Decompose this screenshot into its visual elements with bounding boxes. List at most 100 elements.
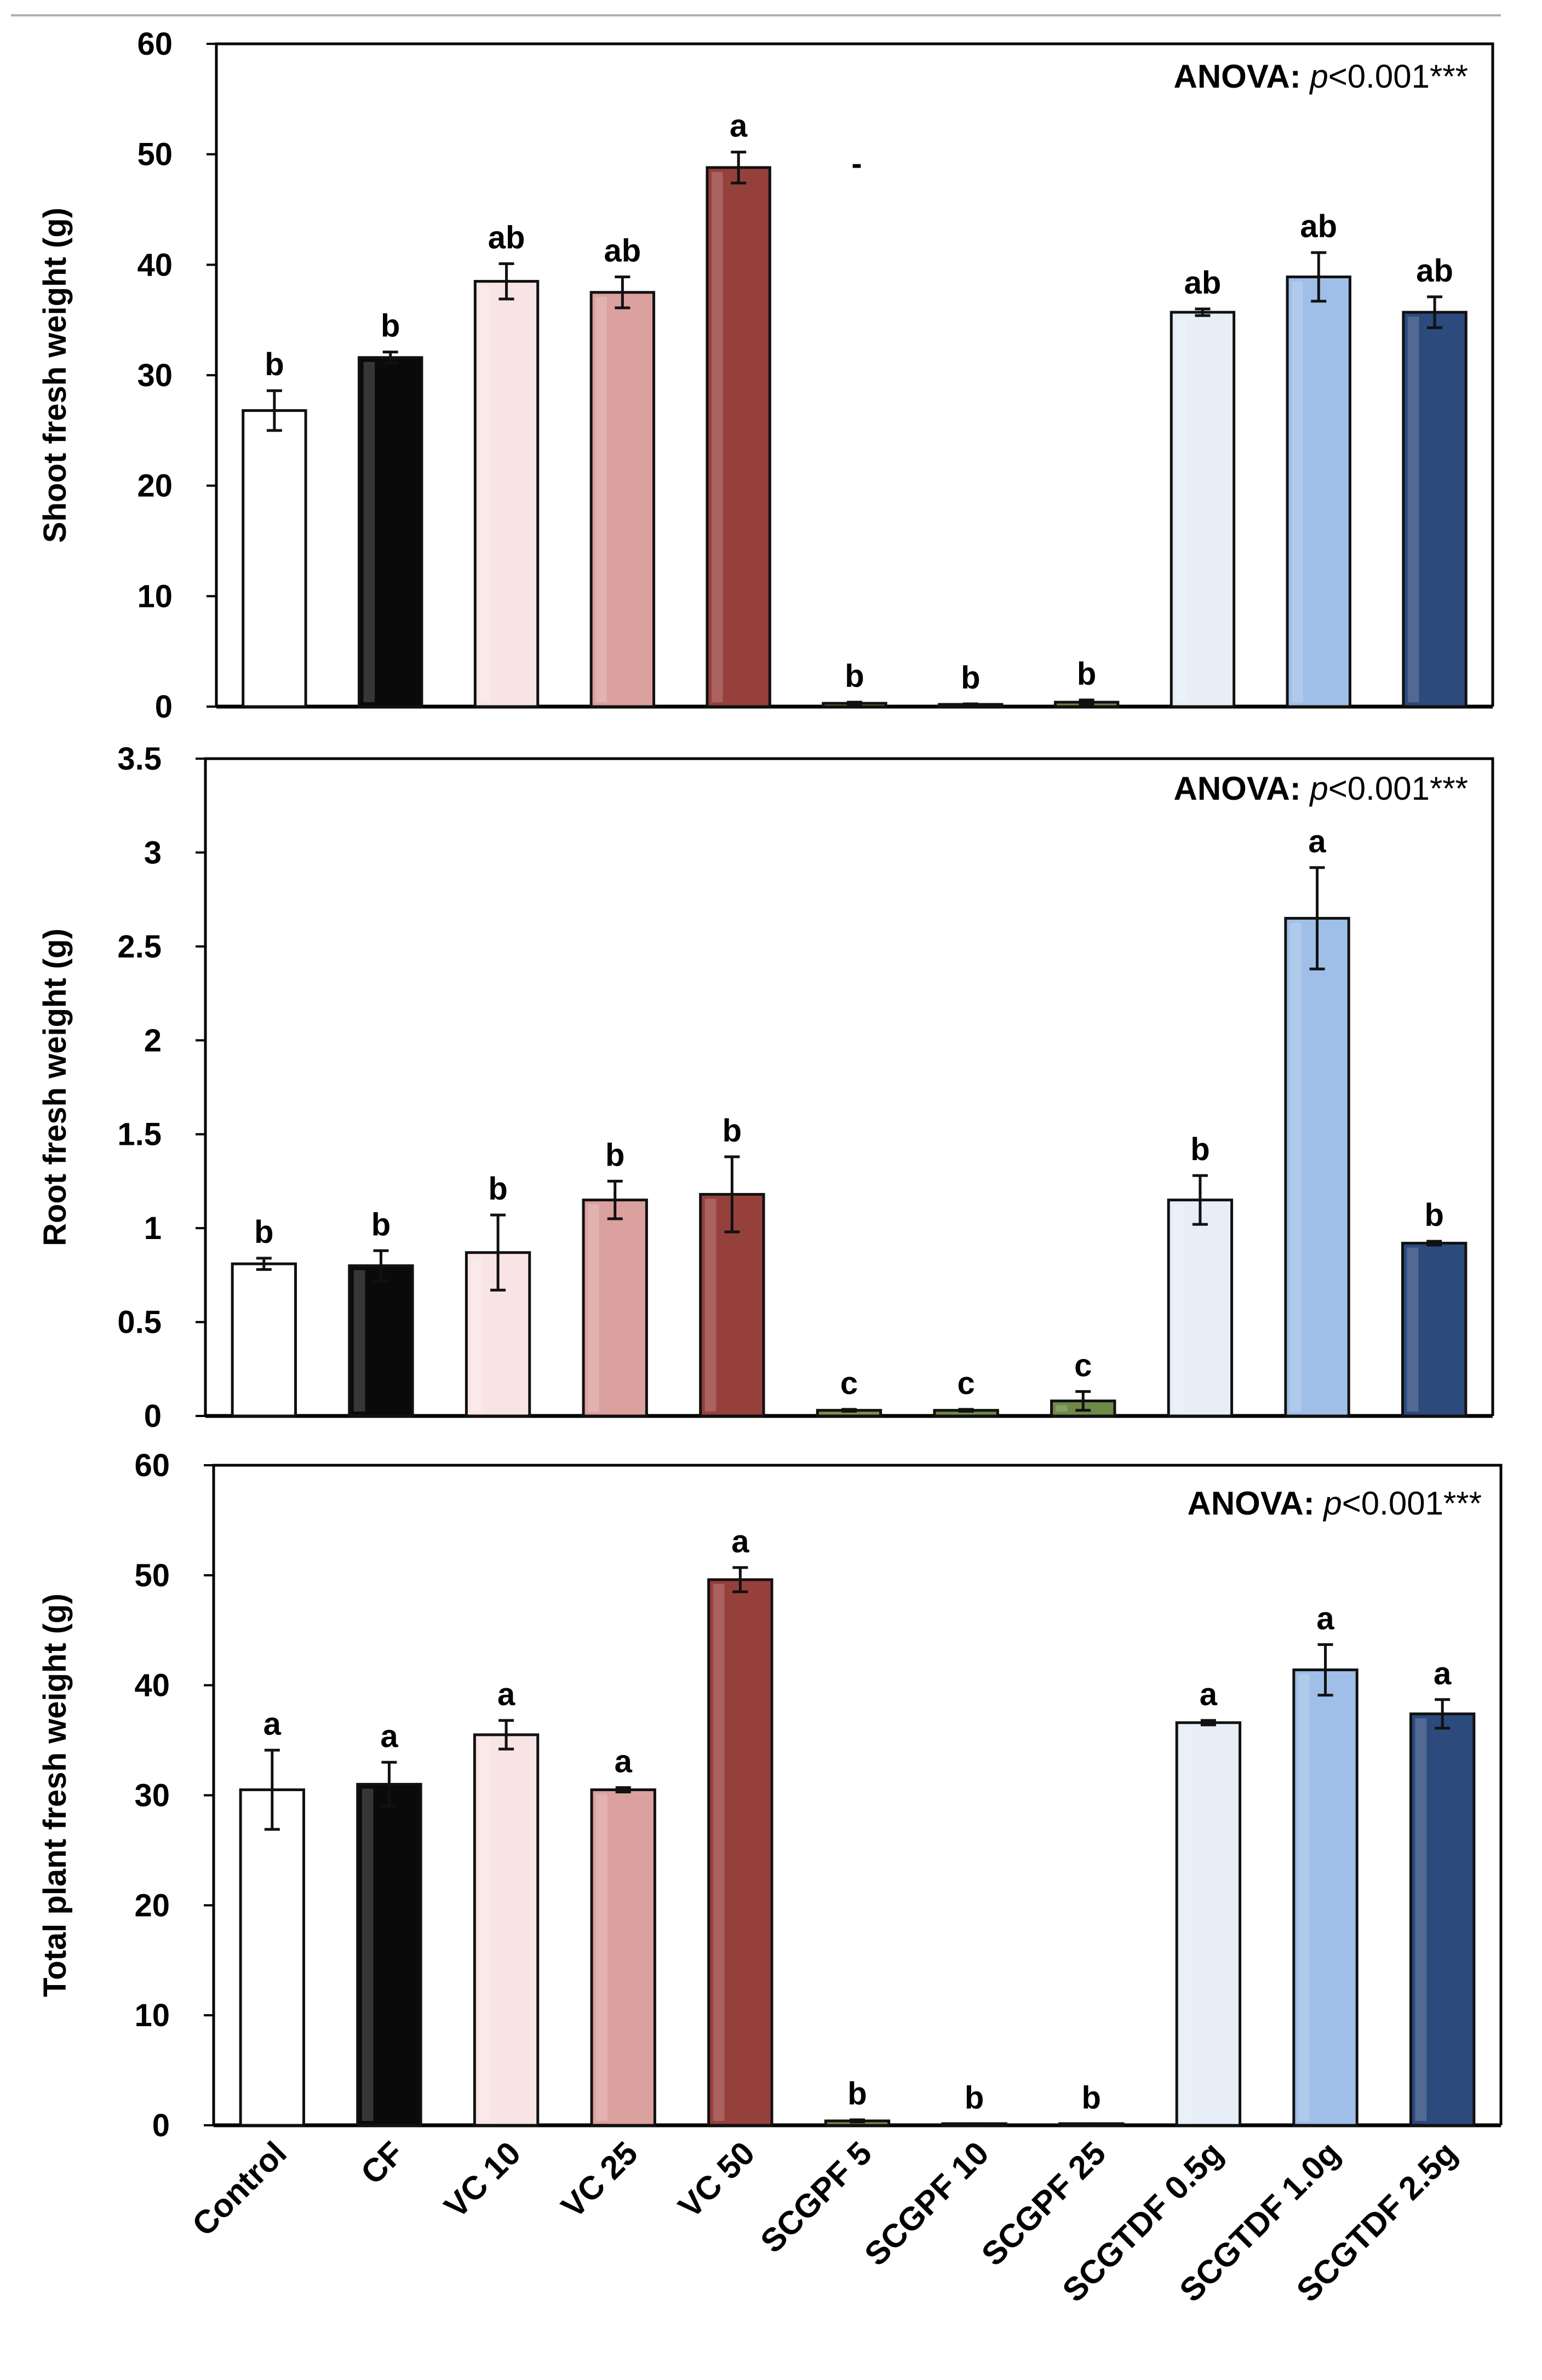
y-tick-label: 60 xyxy=(134,1448,170,1483)
bar-highlight xyxy=(1056,1405,1068,1412)
bar-highlight xyxy=(1181,1727,1193,2121)
error-bar xyxy=(841,1408,857,1413)
significance-letter: b xyxy=(723,1113,742,1149)
bar-vc-25 xyxy=(589,291,656,708)
significance-letter: c xyxy=(1074,1347,1092,1383)
y-tick-label: 50 xyxy=(134,1558,170,1593)
bar-scgtdf-1-0g xyxy=(1284,916,1350,1418)
significance-letter: a xyxy=(1200,1677,1218,1712)
bar-vc-50 xyxy=(707,1578,773,2127)
significance-letter: b xyxy=(254,1214,273,1250)
chart-panel-2: 0 0.5 1 1.5 2 2.5 3 3.5 Root fresh weight (g) ANO… xyxy=(37,741,1494,1434)
significance-letter: b xyxy=(965,2080,984,2116)
significance-letter: b xyxy=(1082,2080,1101,2116)
significance-letter: b xyxy=(371,1207,391,1242)
bar-scgtdf-0-5g xyxy=(1170,311,1236,708)
error-bar xyxy=(724,1155,740,1234)
bar-highlight xyxy=(595,296,607,702)
bar-vc-25 xyxy=(590,1788,656,2127)
x-category-label: VC 10 xyxy=(437,2135,528,2225)
significance-letter: b xyxy=(381,308,400,344)
significance-letter: ab xyxy=(604,233,641,269)
error-bar xyxy=(847,701,862,706)
error-bar xyxy=(966,2123,982,2126)
y-tick-label: 10 xyxy=(137,578,173,614)
significance-letter: a xyxy=(731,1524,749,1559)
significance-letter: b xyxy=(488,1171,507,1207)
error-bar xyxy=(1084,2123,1099,2126)
significance-letter: ab xyxy=(1184,265,1222,301)
significance-letter: ab xyxy=(1416,253,1453,289)
chart-panel-1: 0 10 20 30 40 50 60 Shoot fresh weight (g) ANOVA… xyxy=(37,26,1494,725)
error-bar xyxy=(962,702,978,707)
plot-frame xyxy=(204,757,1494,1416)
error-bar xyxy=(732,1566,748,1593)
bar-highlight xyxy=(479,1739,491,2121)
bar-highlight xyxy=(588,1204,599,1412)
y-axis-label: Shoot fresh weight (g) xyxy=(37,208,73,543)
significance-letter: a xyxy=(497,1677,515,1712)
bar-control xyxy=(231,1262,297,1418)
error-bar xyxy=(1426,1240,1442,1247)
y-tick-label: 2 xyxy=(144,1023,162,1058)
y-tick-label: 40 xyxy=(137,247,173,283)
x-category-label: CF xyxy=(354,2135,411,2192)
bar-scgtdf-1-0g xyxy=(1292,1668,1358,2127)
error-bar xyxy=(1311,251,1327,303)
significance-letter: b xyxy=(1424,1197,1443,1233)
error-bar xyxy=(498,262,514,301)
bar-highlight xyxy=(1173,1204,1184,1412)
bar-highlight xyxy=(1292,281,1303,702)
significance-letter: c xyxy=(840,1366,858,1401)
significance-letter: a xyxy=(263,1706,282,1742)
y-tick-label: 10 xyxy=(134,1998,170,2033)
y-tick-label: 20 xyxy=(134,1888,170,1923)
error-bar xyxy=(615,276,630,309)
error-bar xyxy=(1317,1643,1333,1697)
error-bar xyxy=(607,1179,623,1220)
bar-scgtdf-0-5g xyxy=(1175,1721,1242,2127)
significance-letter: a xyxy=(730,108,748,144)
y-axis-label: Total plant fresh weight (g) xyxy=(37,1593,73,1997)
significance-letter: c xyxy=(958,1366,975,1401)
bar-control xyxy=(239,1788,305,2127)
error-bar xyxy=(264,1748,280,1831)
x-category-label: SCGPF 5 xyxy=(753,2135,879,2260)
error-bar xyxy=(1075,1390,1091,1412)
bar-highlight xyxy=(363,362,375,702)
y-tick-label: 2.5 xyxy=(117,929,162,965)
significance-letter: b xyxy=(961,660,980,696)
bar-highlight xyxy=(1176,317,1187,702)
y-tick-label: 0 xyxy=(155,689,173,725)
error-bar xyxy=(1200,1719,1216,1727)
significance-letter: ab xyxy=(488,220,525,255)
bar-highlight xyxy=(711,171,723,702)
bar-scgtdf-0-5g xyxy=(1167,1198,1234,1418)
y-tick-label: 30 xyxy=(137,358,173,393)
bar-highlight xyxy=(704,1198,716,1412)
significance-letter: b xyxy=(265,347,284,382)
y-tick-label: 30 xyxy=(134,1778,170,1814)
y-tick-label: 3.5 xyxy=(117,741,162,777)
bar-highlight xyxy=(713,1584,725,2121)
significance-letter: a xyxy=(380,1718,398,1754)
error-bar xyxy=(731,151,747,185)
chart-panel-3: 0 10 20 30 40 50 60 Total plant fresh weight (g… xyxy=(37,1448,1503,2143)
x-category-label: VC 25 xyxy=(554,2135,645,2225)
error-bar xyxy=(266,389,282,432)
y-tick-label: 0 xyxy=(152,2108,170,2143)
x-category-label: VC 50 xyxy=(671,2135,761,2225)
y-tick-label: 3 xyxy=(144,835,162,870)
bar-highlight xyxy=(362,1788,374,2121)
error-bar xyxy=(1309,866,1325,971)
bar-scgtdf-2-5g xyxy=(1409,1712,1476,2127)
y-axis-label: Root fresh weight (g) xyxy=(37,928,73,1246)
error-bar xyxy=(850,2118,865,2124)
stray-dash-mark: - xyxy=(851,146,862,181)
significance-letter: b xyxy=(845,658,864,694)
bar-highlight xyxy=(1415,1718,1427,2121)
bar-vc-10 xyxy=(473,280,540,708)
bar-highlight xyxy=(1407,1247,1419,1412)
